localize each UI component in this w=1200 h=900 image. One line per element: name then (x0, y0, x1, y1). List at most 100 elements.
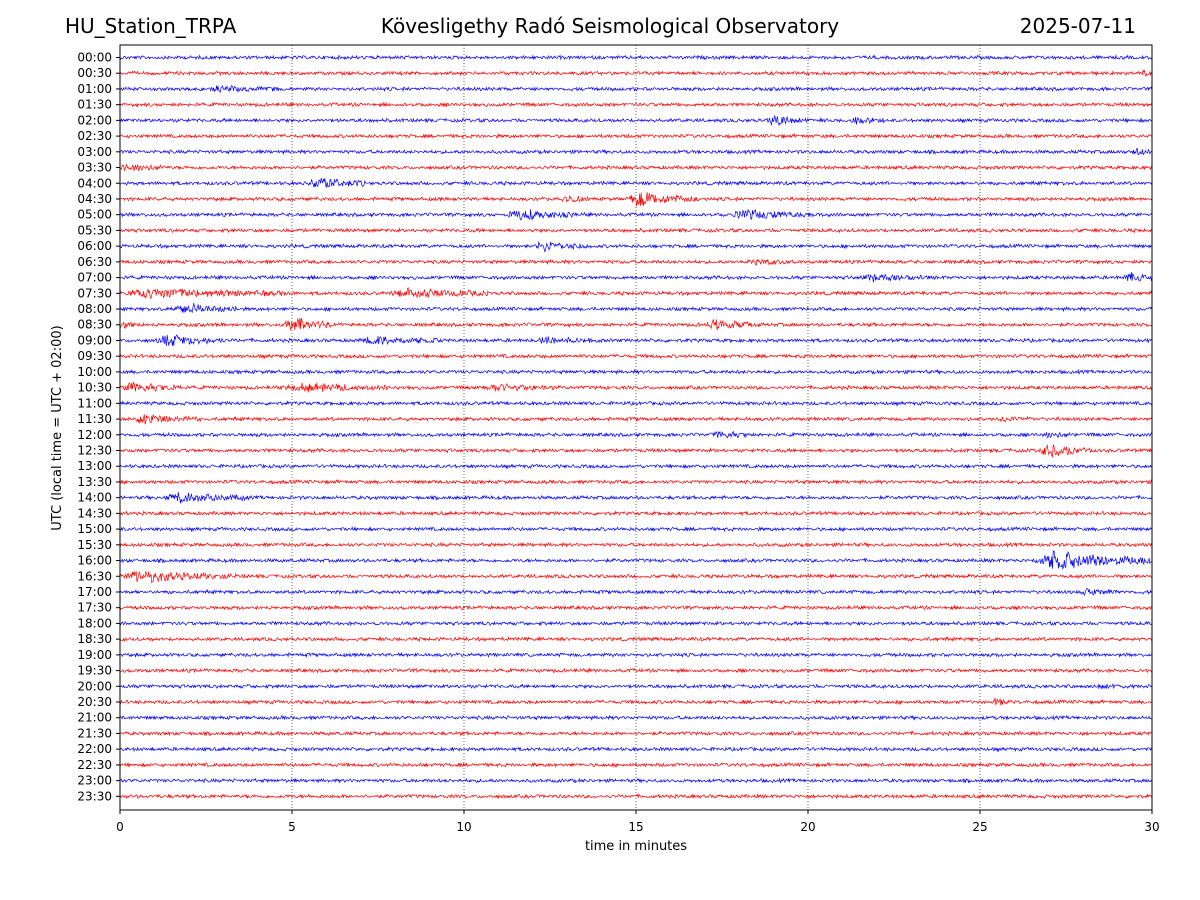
trace-1900 (119, 651, 1153, 659)
trace-1400 (119, 492, 1153, 504)
trace-1330 (119, 478, 1153, 486)
y-tick-label: 21:30 (77, 726, 112, 740)
y-tick-label: 05:00 (77, 208, 112, 222)
trace-0130 (119, 101, 1153, 108)
trace-0300 (119, 147, 1153, 156)
trace-1200 (119, 430, 1153, 439)
y-tick-label: 22:00 (77, 742, 112, 756)
trace-0230 (119, 133, 1153, 140)
y-tick-label: 12:30 (77, 444, 112, 458)
x-tick-label: 25 (972, 820, 987, 834)
trace-0030 (119, 69, 1153, 77)
y-axis-label: UTC (local time = UTC + 02:00) (50, 325, 65, 530)
y-tick-label: 03:30 (77, 161, 112, 175)
trace-0700 (119, 272, 1153, 283)
y-tick-label: 13:30 (77, 475, 112, 489)
y-tick-label: 14:00 (77, 491, 112, 505)
trace-0500 (119, 209, 1153, 221)
trace-1500 (119, 526, 1153, 533)
y-tick-label: 12:00 (77, 428, 112, 442)
y-tick-label: 11:00 (77, 396, 112, 410)
x-axis-label: time in minutes (585, 839, 687, 854)
trace-1030 (119, 381, 1153, 393)
y-tick-label: 20:30 (77, 695, 112, 709)
trace-0630 (119, 258, 1153, 267)
trace-0000 (119, 54, 1153, 61)
trace-1730 (119, 604, 1152, 611)
x-tick-label: 5 (288, 820, 296, 834)
y-tick-label: 18:00 (77, 616, 112, 630)
trace-0600 (119, 241, 1153, 253)
trace-0530 (119, 227, 1153, 234)
y-tick-label: 00:30 (77, 66, 112, 80)
y-tick-label: 09:00 (77, 333, 112, 347)
vertical-grid (291, 45, 981, 810)
y-tick-label: 23:30 (77, 789, 112, 803)
trace-1800 (119, 620, 1153, 627)
y-tick-label: 21:00 (77, 711, 112, 725)
trace-2200 (119, 746, 1153, 753)
y-tick-label: 07:30 (77, 286, 112, 300)
trace-2330 (119, 793, 1153, 800)
y-tick-label: 02:30 (77, 129, 112, 143)
y-tick-label: 18:30 (77, 632, 112, 646)
y-tick-label: 19:00 (77, 648, 112, 662)
trace-2300 (119, 777, 1153, 784)
y-tick-label: 19:30 (77, 664, 112, 678)
y-tick-label: 23:00 (77, 774, 112, 788)
y-tick-label: 16:00 (77, 554, 112, 568)
trace-2100 (119, 714, 1153, 721)
y-tick-label: 04:30 (77, 192, 112, 206)
trace-1630 (119, 570, 1153, 584)
trace-0430 (119, 192, 1153, 207)
x-tick-label: 10 (456, 820, 471, 834)
y-tick-label: 14:30 (77, 506, 112, 520)
y-tick-label: 05:30 (77, 223, 112, 237)
y-tick-label: 17:00 (77, 585, 112, 599)
trace-0330 (119, 163, 1153, 171)
y-tick-label: 04:00 (77, 176, 112, 190)
y-tick-label: 15:00 (77, 522, 112, 536)
y-tick-label: 07:00 (77, 271, 112, 285)
trace-1100 (119, 400, 1153, 407)
trace-1000 (119, 368, 1153, 376)
y-tick-label: 09:30 (77, 349, 112, 363)
x-tick-label: 15 (628, 820, 643, 834)
trace-0800 (119, 302, 1153, 314)
y-tick-label: 20:00 (77, 679, 112, 693)
y-tick-label: 00:00 (77, 51, 112, 65)
y-tick-label: 08:30 (77, 318, 112, 332)
y-tick-label: 03:00 (77, 145, 112, 159)
y-tick-label: 08:00 (77, 302, 112, 316)
trace-0830 (119, 317, 1153, 331)
trace-1430 (120, 510, 1153, 517)
trace-0200 (119, 114, 1153, 127)
trace-1130 (119, 414, 1153, 425)
trace-1300 (119, 463, 1153, 470)
y-tick-label: 02:00 (77, 113, 112, 127)
trace-2000 (119, 682, 1153, 690)
trace-0730 (119, 286, 1153, 300)
trace-1700 (119, 587, 1153, 597)
trace-rows (119, 54, 1153, 800)
y-tick-label: 10:00 (77, 365, 112, 379)
y-tick-label: 17:30 (77, 601, 112, 615)
trace-2030 (119, 697, 1152, 706)
trace-0100 (120, 84, 1153, 94)
trace-0400 (119, 177, 1153, 188)
y-tick-label: 15:30 (77, 538, 112, 552)
x-axis-ticks: 0 5 10 15 20 25 30 (116, 810, 1160, 834)
x-tick-label: 30 (1144, 820, 1159, 834)
x-tick-label: 0 (116, 820, 124, 834)
observatory-title: Kövesligethy Radó Seismological Observat… (380, 14, 840, 38)
trace-1530 (119, 541, 1153, 549)
trace-0900 (119, 334, 1153, 346)
trace-1830 (119, 635, 1153, 643)
trace-0930 (119, 353, 1153, 360)
trace-1230 (119, 444, 1153, 458)
y-tick-label: 22:30 (77, 758, 112, 772)
station-name: HU_Station_TRPA (65, 14, 237, 38)
trace-2130 (119, 730, 1153, 737)
y-tick-label: 06:00 (77, 239, 112, 253)
